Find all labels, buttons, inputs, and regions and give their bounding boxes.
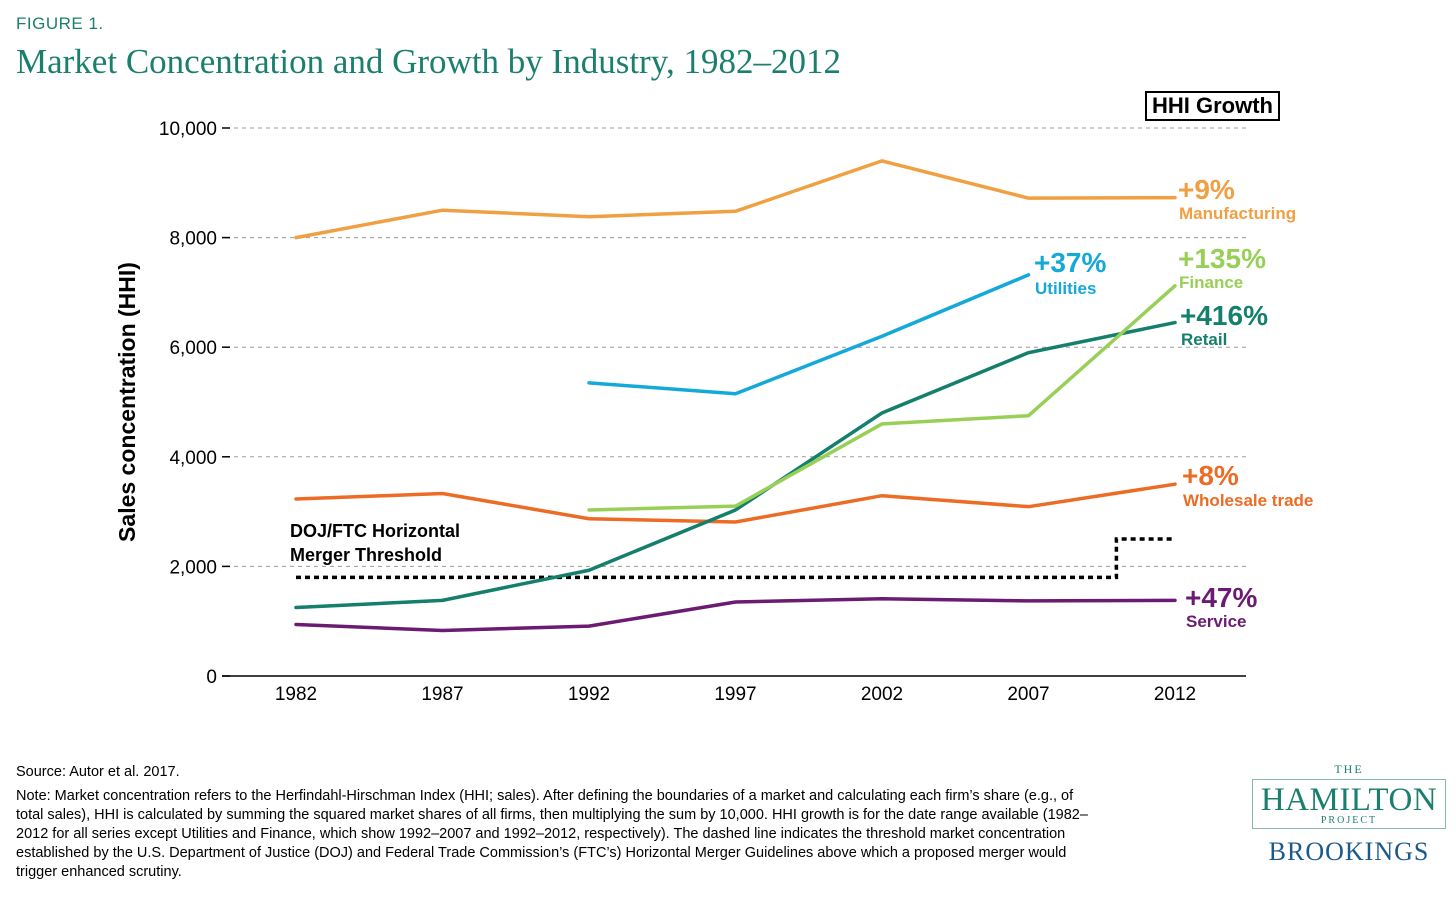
series-line-utilities	[587, 273, 1031, 396]
methodology-note: Note: Market concentration refers to the…	[16, 788, 1088, 880]
x-tick-label: 1997	[714, 684, 756, 705]
logo-the: THE	[1334, 762, 1364, 776]
y-axis-label: Sales concentration (HHI)	[114, 262, 140, 542]
growth-label-utilities: +37%	[1034, 247, 1106, 278]
logo-box: HAMILTON PROJECT	[1252, 779, 1446, 829]
x-tick-label: 1992	[568, 684, 610, 705]
growth-label-retail: +416%	[1180, 300, 1268, 331]
series-line-wholesale-trade	[294, 482, 1177, 524]
y-tick-label: 10,000	[159, 119, 217, 140]
x-tick-label: 1982	[275, 684, 317, 705]
threshold-label-line1: DOJ/FTC Horizontal	[290, 521, 460, 541]
growth-label-wholesale-trade: +8%	[1182, 460, 1239, 491]
chart-title: Market Concentration and Growth by Indus…	[16, 42, 841, 81]
source-note: Source: Autor et al. 2017.	[16, 764, 180, 780]
x-tick-label: 2007	[1007, 684, 1049, 705]
y-tick-label: 2,000	[169, 557, 217, 578]
series-name-service: Service	[1186, 612, 1247, 631]
y-tick-label: 8,000	[169, 229, 217, 250]
series-name-manufacturing: Manufacturing	[1179, 204, 1296, 223]
growth-label-manufacturing: +9%	[1178, 174, 1235, 205]
series-line-manufacturing	[294, 159, 1177, 240]
hamilton-brookings-logo: THE HAMILTON PROJECT BROOKINGS	[1250, 762, 1448, 867]
growth-label-service: +47%	[1185, 582, 1257, 613]
legend-title: HHI Growth	[1145, 91, 1280, 121]
x-tick-label: 2002	[861, 684, 903, 705]
threshold-label-line2: Merger Threshold	[290, 545, 442, 565]
logo-brookings: BROOKINGS	[1268, 837, 1430, 866]
growth-label-finance: +135%	[1178, 243, 1266, 274]
logo-project: PROJECT	[1320, 815, 1378, 826]
y-tick-label: 0	[206, 667, 217, 688]
series-name-wholesale-trade: Wholesale trade	[1183, 491, 1313, 510]
series-name-utilities: Utilities	[1035, 279, 1096, 298]
series-line-finance	[587, 284, 1177, 512]
merger-threshold-line	[296, 537, 1175, 580]
series-name-finance: Finance	[1179, 273, 1243, 292]
x-tick-label: 2012	[1154, 684, 1196, 705]
logo-hamilton: HAMILTON	[1260, 782, 1438, 818]
figure-label: FIGURE 1.	[16, 14, 104, 33]
series-name-retail: Retail	[1181, 330, 1227, 349]
x-tick-label: 1987	[421, 684, 463, 705]
series-line-retail	[294, 320, 1177, 610]
series-line-service	[294, 596, 1177, 633]
y-tick-label: 6,000	[169, 338, 217, 359]
y-tick-label: 4,000	[169, 448, 217, 469]
